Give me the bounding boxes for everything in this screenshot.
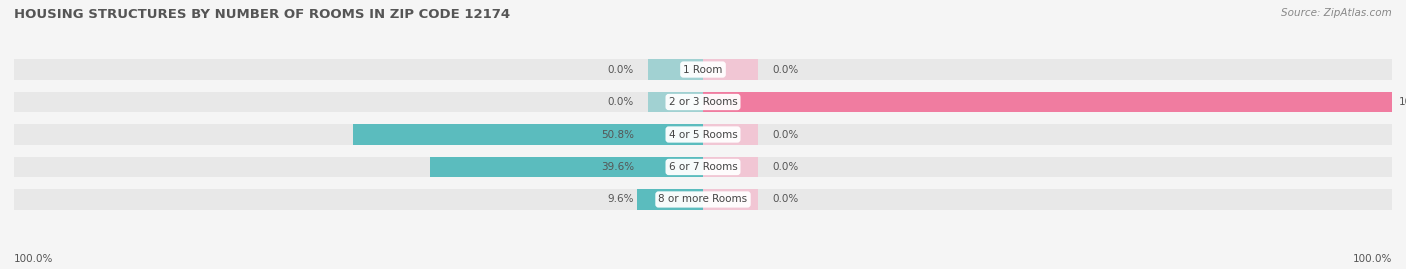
- Text: 39.6%: 39.6%: [600, 162, 634, 172]
- Text: Source: ZipAtlas.com: Source: ZipAtlas.com: [1281, 8, 1392, 18]
- Bar: [703, 125, 1392, 144]
- Bar: [14, 157, 703, 177]
- Bar: [703, 125, 758, 144]
- Text: 8 or more Rooms: 8 or more Rooms: [658, 194, 748, 204]
- Bar: [703, 92, 1392, 112]
- Text: 0.0%: 0.0%: [607, 97, 634, 107]
- Bar: [703, 189, 758, 210]
- Text: 6 or 7 Rooms: 6 or 7 Rooms: [669, 162, 737, 172]
- Bar: [14, 189, 703, 210]
- Text: 9.6%: 9.6%: [607, 194, 634, 204]
- Text: 0.0%: 0.0%: [607, 65, 634, 75]
- Bar: [14, 59, 703, 80]
- Text: 1 Room: 1 Room: [683, 65, 723, 75]
- Text: 0.0%: 0.0%: [772, 194, 799, 204]
- Text: 100.0%: 100.0%: [1399, 97, 1406, 107]
- Text: 100.0%: 100.0%: [1353, 254, 1392, 264]
- Text: 100.0%: 100.0%: [14, 254, 53, 264]
- Text: 2 or 3 Rooms: 2 or 3 Rooms: [669, 97, 737, 107]
- Bar: [648, 59, 703, 80]
- Text: 0.0%: 0.0%: [772, 129, 799, 140]
- Bar: [648, 92, 703, 112]
- Bar: [14, 125, 703, 144]
- Bar: [703, 157, 758, 177]
- Bar: [703, 92, 1392, 112]
- Text: 4 or 5 Rooms: 4 or 5 Rooms: [669, 129, 737, 140]
- Bar: [703, 157, 1392, 177]
- Text: 0.0%: 0.0%: [772, 65, 799, 75]
- Bar: [703, 59, 1392, 80]
- Text: 0.0%: 0.0%: [772, 162, 799, 172]
- Bar: [430, 157, 703, 177]
- Text: 50.8%: 50.8%: [602, 129, 634, 140]
- Bar: [353, 125, 703, 144]
- Bar: [14, 92, 703, 112]
- Bar: [703, 59, 758, 80]
- Text: HOUSING STRUCTURES BY NUMBER OF ROOMS IN ZIP CODE 12174: HOUSING STRUCTURES BY NUMBER OF ROOMS IN…: [14, 8, 510, 21]
- Bar: [703, 189, 1392, 210]
- Bar: [637, 189, 703, 210]
